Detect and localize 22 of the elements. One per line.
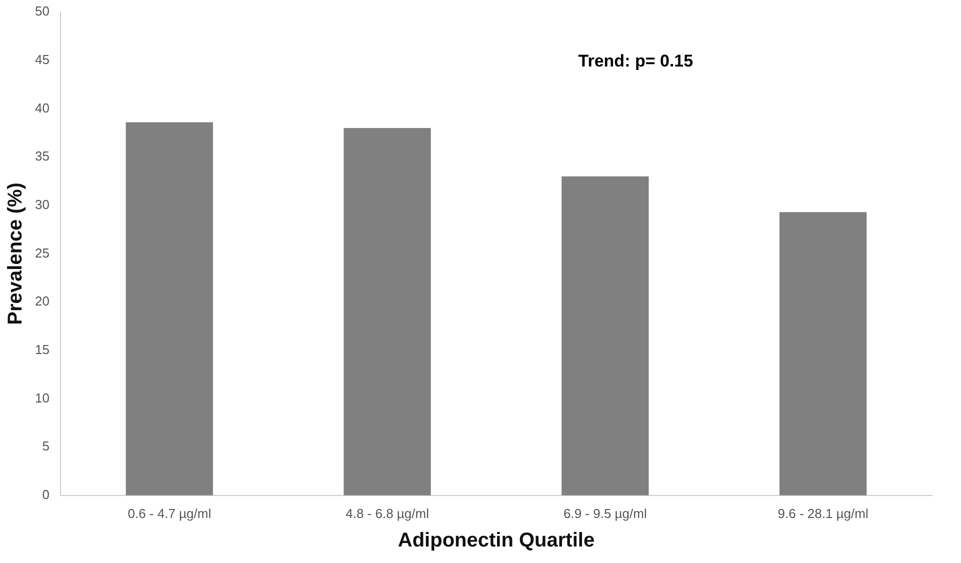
y-tick-label: 35 — [34, 148, 50, 164]
y-tick-label: 40 — [34, 100, 50, 116]
y-axis-title: Prevalence (%) — [4, 182, 27, 325]
y-tick-label: 30 — [34, 196, 50, 212]
y-tick-label: 5 — [42, 438, 50, 454]
bar — [126, 122, 213, 496]
y-tick-label: 50 — [34, 4, 50, 19]
y-tick-label: 25 — [34, 245, 50, 260]
y-tick-label: 20 — [34, 294, 50, 309]
x-tick-label: 6.9 - 9.5 µg/ml — [563, 506, 647, 521]
bar — [344, 128, 431, 496]
y-tick-label: 45 — [34, 52, 50, 67]
y-tick-label: 0 — [42, 486, 50, 502]
x-tick-label: 4.8 - 6.8 µg/ml — [346, 506, 430, 521]
y-tick-label: 15 — [34, 342, 50, 357]
annotation: Trend: p= 0.15 — [578, 52, 694, 71]
x-tick-label: 0.6 - 4.7 µg/ml — [128, 506, 212, 521]
bar — [562, 176, 649, 496]
x-tick-label: 9.6 - 28.1 µg/ml — [778, 506, 868, 521]
x-axis-title: Adiponectin Quartile — [398, 530, 595, 552]
y-tick-label: 10 — [34, 390, 50, 406]
bar — [779, 212, 867, 496]
